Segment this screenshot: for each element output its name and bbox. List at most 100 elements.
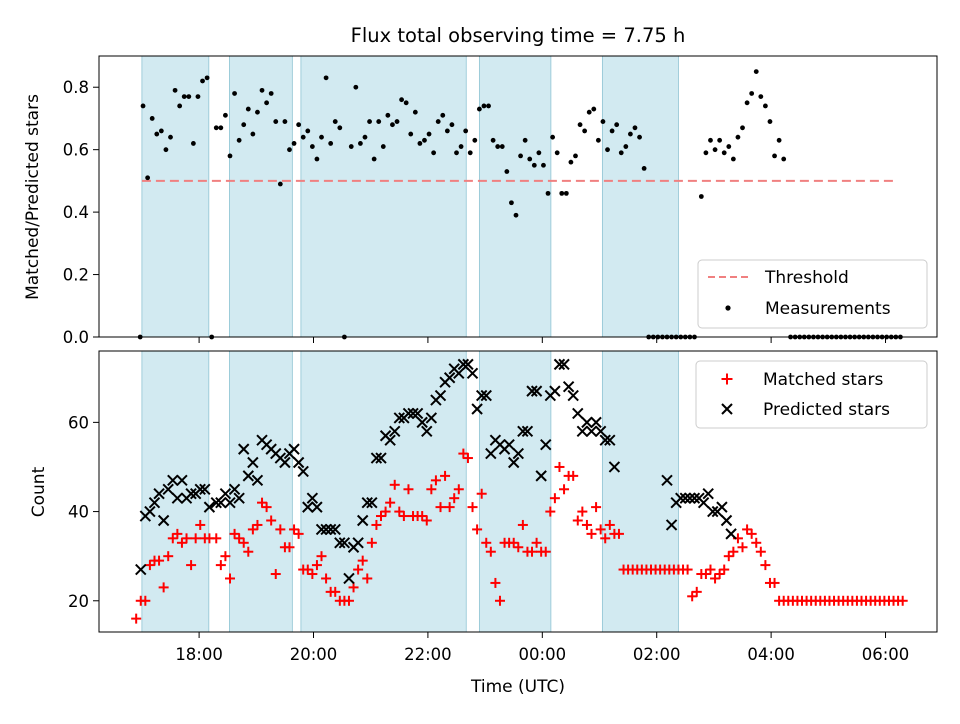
measurement-point: [241, 122, 247, 128]
predicted-star-point: [590, 416, 602, 429]
matched-star-point: [572, 515, 583, 526]
ratio-legend-box: [697, 259, 928, 329]
predicted-star-point: [707, 505, 719, 518]
count-ytick-label: 20: [68, 592, 89, 611]
measurement-point: [628, 131, 633, 137]
ratio-legend: Threshold Measurements: [697, 259, 928, 329]
matched-star-point: [742, 524, 753, 535]
predicted-star-point: [176, 474, 188, 487]
matched-star-point: [430, 475, 441, 486]
measurement-point: [232, 91, 237, 96]
legend-threshold-label: Threshold: [764, 268, 849, 288]
matched-star-point: [131, 613, 142, 624]
predicted-star-point: [194, 483, 206, 495]
predicted-star-point: [233, 492, 245, 504]
matched-star-point: [257, 497, 268, 508]
count-window-3: [300, 350, 467, 633]
matched-star-point: [380, 506, 391, 517]
predicted-star-point: [162, 483, 174, 495]
measurement-point: [403, 100, 409, 106]
matched-star-point: [691, 586, 702, 597]
matched-star-point: [494, 595, 505, 606]
predicted-star-point: [535, 470, 547, 482]
count-xtick-label: 06:00: [862, 645, 910, 664]
matched-star-point: [440, 470, 451, 481]
matched-star-point: [435, 502, 446, 513]
matched-star-point: [426, 484, 437, 495]
matched-star-point: [243, 546, 254, 557]
measurement-point: [259, 87, 265, 93]
measurement-point: [563, 190, 569, 196]
measurement-point: [632, 125, 638, 131]
matched-star-point: [398, 511, 409, 522]
matched-star-point: [559, 484, 570, 495]
matched-star-point: [302, 564, 313, 575]
measurement-point: [337, 125, 343, 131]
count-x-axis: 18:00 20:00 22:00 00:00 02:00 04:00 06:00: [175, 632, 909, 664]
measurement-point: [380, 144, 386, 149]
matched-star-point: [215, 560, 226, 571]
measurement-point: [614, 122, 620, 128]
predicted-star-point: [329, 523, 341, 536]
predicted-star-point: [425, 412, 438, 424]
measurement-point: [305, 128, 311, 134]
matched-star-point: [343, 595, 354, 606]
matched-star-point: [737, 542, 748, 553]
measurement-point: [149, 116, 155, 121]
measurement-point: [458, 144, 464, 149]
matched-star-point: [353, 564, 364, 575]
measurement-point: [181, 94, 187, 99]
matched-star-point: [190, 533, 201, 544]
measurement-point: [527, 156, 533, 162]
predicted-star-point: [384, 434, 396, 446]
matched-star-point: [252, 519, 263, 530]
measurement-point: [545, 190, 551, 196]
measurement-point: [417, 141, 423, 146]
predicted-star-point: [402, 407, 415, 420]
predicted-star-point: [581, 416, 593, 429]
matched-star-point: [261, 502, 272, 513]
predicted-star-point: [370, 452, 383, 464]
predicted-star-point: [361, 496, 373, 509]
measurement-point: [772, 153, 777, 159]
predicted-star-point: [288, 443, 300, 455]
measurement-point: [282, 119, 288, 124]
measurement-point: [730, 156, 736, 162]
predicted-star-point: [389, 425, 401, 437]
predicted-star-point: [526, 385, 538, 397]
predicted-star-point: [306, 492, 319, 504]
matched-star-point: [158, 582, 169, 593]
matched-star-point: [462, 453, 473, 464]
ratio-ytick-label: 0.0: [63, 328, 89, 347]
measurement-point: [726, 144, 732, 149]
predicted-star-point: [697, 496, 710, 509]
predicted-star-point: [144, 505, 156, 518]
predicted-star-point: [315, 523, 328, 536]
predicted-star-point: [366, 496, 378, 509]
measurement-point: [158, 128, 164, 134]
matched-star-point: [723, 551, 734, 562]
measurement-point: [463, 128, 469, 134]
predicted-star-point: [684, 492, 696, 504]
matched-star-point: [467, 502, 478, 513]
measurement-point: [767, 119, 773, 124]
measurement-point: [586, 109, 592, 115]
measurement-point: [154, 131, 160, 137]
predicted-star-point: [585, 425, 598, 437]
measurement-point: [591, 106, 597, 112]
legend-matched-label: Matched stars: [763, 370, 883, 390]
measurement-point: [518, 153, 523, 159]
predicted-star-point: [171, 492, 184, 504]
matched-star-point: [751, 537, 762, 548]
matched-star-point: [769, 577, 780, 588]
legend-measurements-swatch: [725, 305, 731, 311]
predicted-star-point: [679, 492, 692, 504]
predicted-star-point: [604, 434, 616, 446]
measurement-point: [367, 119, 372, 124]
matched-star-point: [229, 528, 240, 539]
measurement-point: [273, 119, 279, 124]
matched-star-point: [458, 448, 469, 459]
matched-star-point: [485, 546, 496, 557]
measurement-point: [703, 150, 709, 156]
